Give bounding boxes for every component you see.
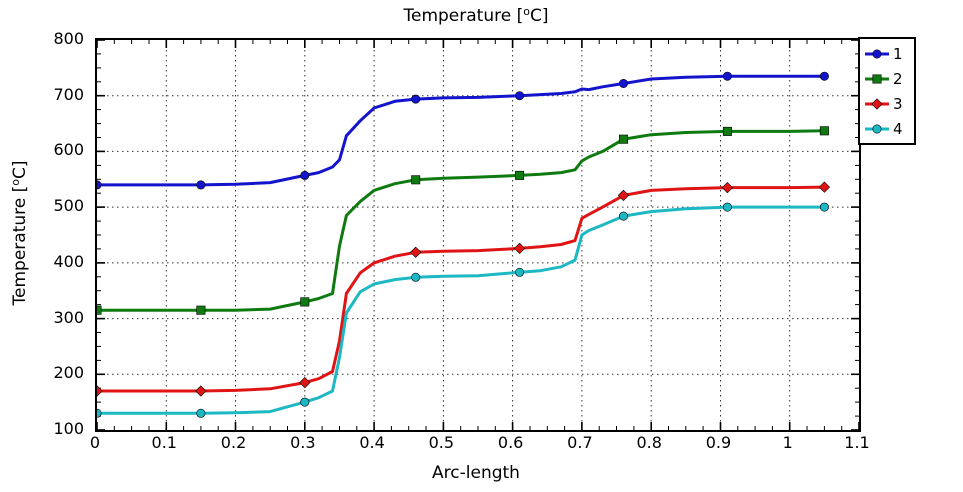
y-axis-label-prefix: Temperature [ [10,185,30,306]
x-axis-ticks: 0 0.1 0.2 0.3 0.4 0.5 0.6 0.7 0.8 0.9 1 1.1 [90,433,895,453]
legend-label: 2 [893,69,903,88]
y-tick-label: 200 [53,363,84,383]
legend-label: 3 [893,94,903,113]
legend-swatch-3 [865,97,889,110]
x-tick-label: 0 [89,433,101,452]
y-tick-label: 700 [53,84,84,104]
x-tick-label: 0.9 [705,433,732,452]
legend-label: 4 [893,119,903,138]
y-tick-label: 400 [53,251,84,271]
plot-canvas [97,40,859,430]
y-axis-ticks: 100 200 300 400 500 600 700 800 [30,29,90,438]
chart-title-suffix: C] [529,6,549,26]
y-tick-label: 800 [53,29,84,48]
x-tick-label: 0.3 [290,433,316,452]
y-axis-label: Temperature [oC] [9,160,30,306]
legend-item: 4 [864,117,910,140]
x-tick-label: 0.8 [636,433,662,452]
legend-item: 2 [864,67,910,90]
x-tick-label: 0.1 [151,433,177,452]
legend: 1 2 3 4 [858,37,916,145]
legend-swatch-2 [865,73,889,83]
legend-item: 3 [864,92,910,115]
legend-swatch-4 [865,124,889,133]
chart-title-superscript: o [523,5,530,18]
x-tick-label: 0.7 [567,433,593,452]
x-tick-label: 0.4 [359,433,385,452]
legend-swatch-1 [865,49,889,58]
legend-item: 1 [864,42,910,65]
y-axis-label-suffix: C] [10,160,30,180]
x-tick-label: 0.6 [497,433,524,452]
y-tick-label: 600 [53,140,84,160]
chart-title-prefix: Temperature [ [403,6,524,26]
y-tick-label: 500 [53,196,84,216]
legend-label: 1 [893,44,903,63]
y-axis-label-superscript: o [9,179,22,186]
x-tick-label: 1.1 [844,433,870,452]
x-axis-label: Arc-length [432,463,520,483]
y-tick-label: 300 [53,307,84,327]
plot-area [95,38,861,432]
x-tick-label: 1 [782,433,793,452]
x-tick-label: 0.2 [220,433,247,452]
y-tick-label: 100 [53,419,84,438]
chart-title: Temperature [oC] [95,5,857,26]
x-tick-label: 0.5 [428,433,455,452]
